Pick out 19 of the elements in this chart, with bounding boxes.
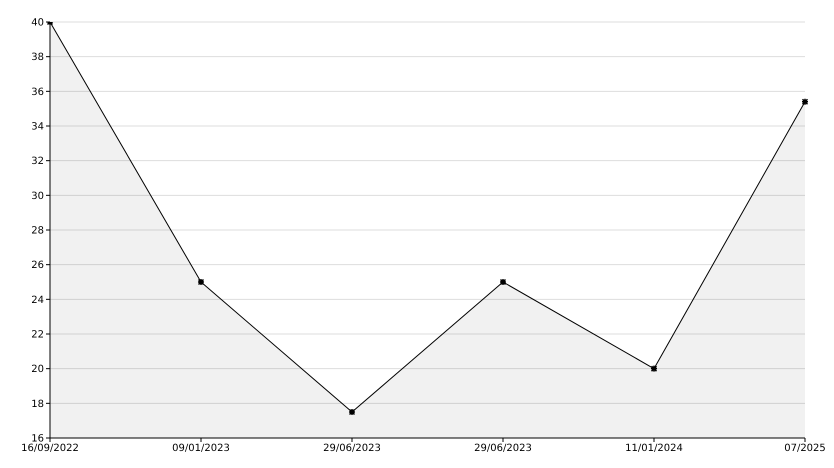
y-tick-label: 22 xyxy=(31,330,44,341)
y-tick-label: 20 xyxy=(31,364,44,376)
y-tick-label: 30 xyxy=(31,190,44,202)
x-tick-label: 29/06/2023 xyxy=(474,443,532,454)
y-tick-label: 28 xyxy=(31,226,44,237)
y-tick-label: 38 xyxy=(31,52,44,64)
x-tick-label: 11/01/2024 xyxy=(625,443,683,454)
y-tick-label: 26 xyxy=(31,260,44,272)
y-tick-label: 18 xyxy=(31,398,44,410)
y-tick-label: 16 xyxy=(31,434,44,445)
x-tick-label: 29/06/2023 xyxy=(323,443,381,454)
y-tick-label: 36 xyxy=(31,86,44,98)
y-tick-label: 40 xyxy=(31,18,44,29)
x-tick-label: 07/2025 xyxy=(784,443,826,454)
y-tick-label: 32 xyxy=(31,156,44,168)
y-tick-label: 24 xyxy=(31,294,44,306)
x-tick-label: 16/09/2022 xyxy=(21,443,79,454)
y-tick-label: 34 xyxy=(31,122,44,133)
x-tick-label: 09/01/2023 xyxy=(172,443,230,454)
